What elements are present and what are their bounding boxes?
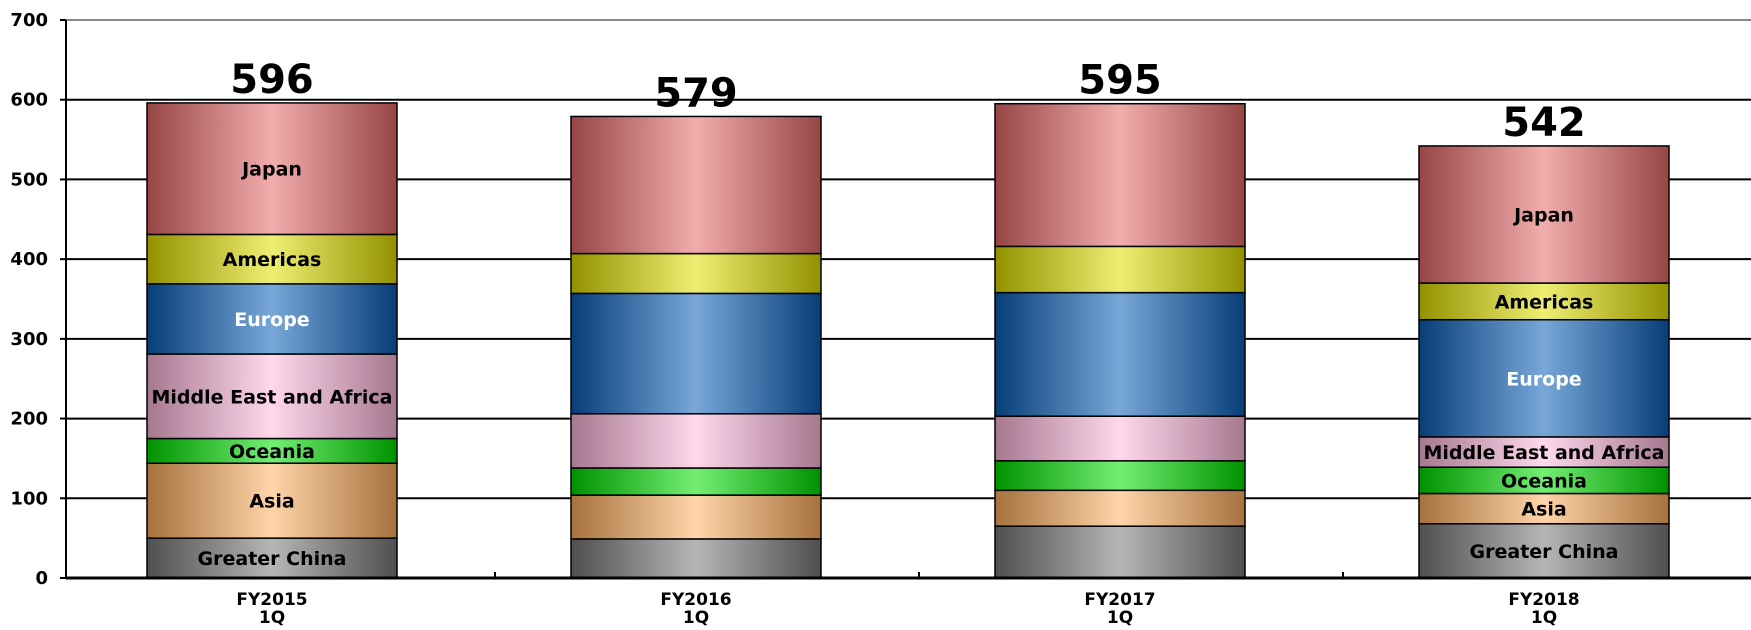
total-label: 595 [1078,58,1162,104]
category-label: 1Q [1531,608,1557,628]
segment-label: Middle East and Africa [1424,442,1665,464]
segment-label: Greater China [1470,541,1619,563]
category-label: 1Q [259,608,285,628]
category-label: FY2018 [1508,590,1579,610]
total-label: 579 [654,70,738,116]
bar-segment [995,490,1245,526]
bar-segment [995,461,1245,490]
bar-segment [995,293,1245,417]
y-tick-label: 100 [10,488,48,509]
bar-segment [995,104,1245,247]
bar-segment [571,495,821,539]
y-tick-label: 500 [10,169,48,190]
segment-label: Japan [240,159,302,181]
bar-segment [995,526,1245,578]
category-label: 1Q [683,608,709,628]
category-label: FY2017 [1084,590,1155,610]
bar-segment [571,254,821,294]
segment-label: Europe [234,309,309,331]
category-label: 1Q [1107,608,1133,628]
total-label: 542 [1502,100,1586,146]
bars [147,103,1669,578]
bar-segment [571,116,821,253]
total-label: 596 [230,57,314,103]
y-tick-label: 700 [10,10,48,31]
category-label: FY2016 [660,590,731,610]
segment-label: Asia [249,491,294,513]
segment-label: Japan [1512,205,1574,227]
y-tick-label: 600 [10,90,48,111]
segment-label: Oceania [229,441,315,463]
bar-segment [571,414,821,468]
segment-label: Asia [1521,499,1566,521]
bar-segment [571,468,821,495]
segment-label: Oceania [1501,470,1587,492]
y-tick-label: 300 [10,329,48,350]
bar-segment [571,293,821,413]
category-label: FY2015 [236,590,307,610]
y-tick-label: 400 [10,249,48,270]
y-tick-label: 200 [10,409,48,430]
bar-segment [995,246,1245,292]
bar-segment [571,539,821,578]
segment-label: Americas [223,249,322,271]
segment-label: Americas [1495,291,1594,313]
bar-segment [995,416,1245,461]
y-tick-label: 0 [35,568,48,589]
segment-label: Greater China [198,548,347,570]
segment-label: Middle East and Africa [152,386,393,408]
segment-label: Europe [1506,368,1581,390]
